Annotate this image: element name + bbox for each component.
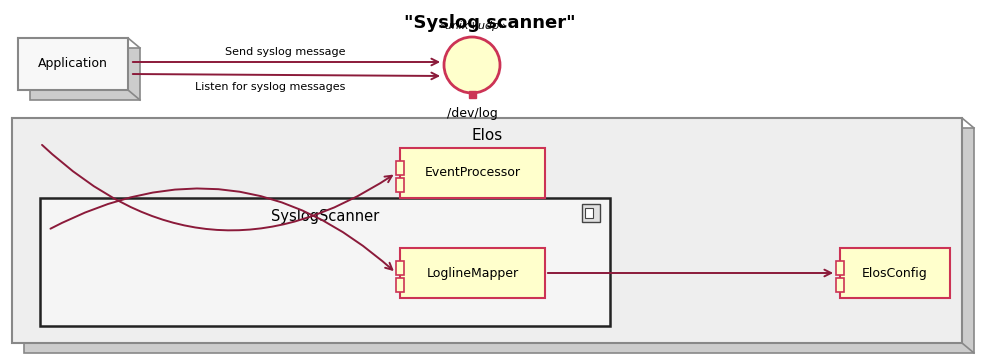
Bar — [585, 208, 593, 218]
Bar — [395, 178, 403, 192]
Bar — [839, 248, 950, 298]
Ellipse shape — [444, 37, 500, 93]
Bar — [468, 91, 475, 98]
Bar — [30, 48, 140, 100]
Bar — [18, 38, 128, 90]
Text: «unix+udp»: «unix+udp» — [438, 21, 506, 31]
Bar — [399, 148, 544, 198]
Text: LoglineMapper: LoglineMapper — [426, 266, 518, 280]
Bar — [12, 118, 961, 343]
Text: SyslogScanner: SyslogScanner — [270, 208, 379, 223]
Bar — [399, 248, 544, 298]
Text: "Syslog scanner": "Syslog scanner" — [404, 14, 575, 32]
Text: ElosConfig: ElosConfig — [861, 266, 927, 280]
Text: Application: Application — [38, 57, 107, 70]
Text: /dev/log: /dev/log — [447, 107, 497, 120]
Text: retrieve message mapping rules: retrieve message mapping rules — [599, 255, 780, 265]
Text: Send syslog message: Send syslog message — [225, 47, 345, 57]
Bar — [835, 261, 843, 275]
Text: Elos: Elos — [471, 129, 502, 144]
Text: publish converted event: publish converted event — [147, 190, 283, 200]
Text: EventProcessor: EventProcessor — [424, 166, 520, 180]
Bar — [395, 161, 403, 175]
Text: Listen for syslog messages: Listen for syslog messages — [194, 82, 345, 92]
Bar — [835, 278, 843, 292]
Bar — [582, 204, 599, 222]
Bar — [40, 198, 609, 326]
Bar — [395, 261, 403, 275]
Bar — [395, 278, 403, 292]
Bar — [24, 128, 973, 353]
Text: convert syslog line into a canonical event: convert syslog line into a canonical eve… — [104, 273, 336, 283]
